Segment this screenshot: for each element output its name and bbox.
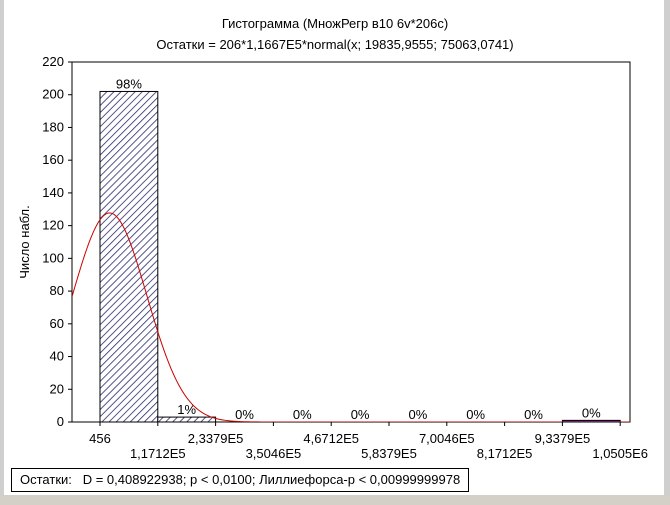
y-tick-label: 220 — [42, 54, 64, 69]
x-tick-label: 7,0046E5 — [419, 431, 475, 446]
chart-subtitle: Остатки = 206*1,1667E5*normal(x; 19835,9… — [156, 37, 514, 52]
bar-percent-label: 0% — [582, 405, 601, 420]
bar-percent-label: 0% — [235, 407, 254, 422]
fitted-normal-curve — [72, 212, 630, 422]
y-tick-label: 60 — [50, 316, 64, 331]
y-tick-label: 180 — [42, 119, 64, 134]
chart-title: Гистограмма (МножРегр в10 6v*206c) — [221, 16, 449, 31]
bar-percent-label: 1% — [177, 402, 196, 417]
y-tick-label: 160 — [42, 152, 64, 167]
x-tick-label: 1,0505E6 — [592, 446, 648, 461]
window-right-edge — [664, 0, 670, 505]
histogram-bar — [157, 416, 217, 423]
bar-percent-label: 0% — [466, 407, 485, 422]
histogram-bar — [99, 90, 159, 423]
y-tick-label: 0 — [57, 414, 64, 429]
x-tick-label: 8,1712E5 — [477, 446, 533, 461]
y-tick-label: 40 — [50, 349, 64, 364]
stats-box: Остатки: D = 0,408922938; p < 0,0100; Ли… — [11, 468, 470, 492]
x-tick-label: 3,5046E5 — [246, 446, 302, 461]
x-tick-label: 456 — [89, 431, 111, 446]
bar-percent-label: 0% — [409, 407, 428, 422]
bar-percent-label: 0% — [293, 407, 312, 422]
x-tick-label: 4,6712E5 — [303, 431, 359, 446]
x-tick-label: 1,1712E5 — [130, 446, 186, 461]
x-tick-label: 2,3379E5 — [188, 431, 244, 446]
bar-percent-label: 0% — [524, 407, 543, 422]
x-tick-label: 9,3379E5 — [535, 431, 591, 446]
y-tick-label: 140 — [42, 185, 64, 200]
y-tick-label: 80 — [50, 283, 64, 298]
y-tick-label: 200 — [42, 87, 64, 102]
horizontal-scrollbar[interactable] — [0, 495, 670, 505]
y-tick-label: 120 — [42, 218, 64, 233]
window-left-edge — [0, 0, 4, 505]
bar-percent-label: 98% — [116, 76, 142, 91]
y-tick-label: 100 — [42, 250, 64, 265]
bar-percent-label: 0% — [351, 407, 370, 422]
x-tick-label: 5,8379E5 — [361, 446, 417, 461]
y-axis-label: Число набл. — [17, 205, 32, 278]
y-tick-label: 20 — [50, 381, 64, 396]
